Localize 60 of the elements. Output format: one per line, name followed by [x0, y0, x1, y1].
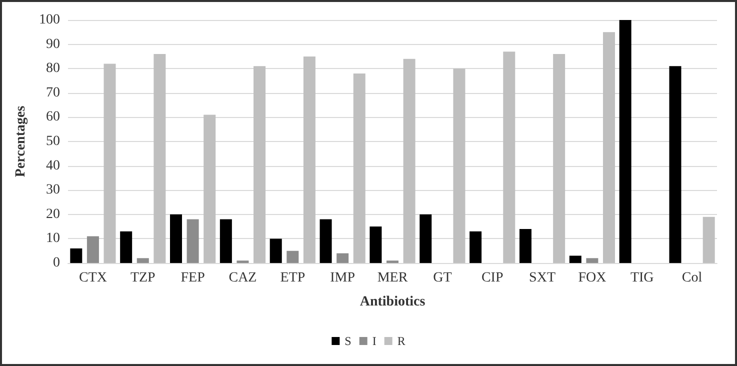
- y-tick-label: 50: [46, 134, 60, 149]
- legend-label: S: [344, 334, 352, 348]
- y-axis-title: Percentages: [14, 105, 29, 178]
- bar: [220, 219, 232, 263]
- bar: [453, 68, 466, 263]
- x-tick-label: Col: [682, 270, 702, 286]
- y-tick-label: 40: [46, 158, 60, 174]
- bar: [553, 54, 566, 263]
- bar: [569, 256, 582, 263]
- y-tick-label: 60: [46, 110, 60, 125]
- bar: [503, 52, 516, 263]
- bar: [586, 258, 598, 263]
- x-tick-label: CTX: [78, 270, 107, 286]
- x-tick-label: SXT: [529, 270, 556, 286]
- x-tick-label: TIG: [630, 270, 654, 286]
- x-tick-label: MER: [377, 270, 408, 286]
- bar: [303, 56, 316, 263]
- bar: [204, 114, 216, 263]
- y-tick-label: 10: [46, 231, 60, 246]
- bar: [370, 226, 382, 263]
- bar: [702, 216, 715, 263]
- bar: [320, 219, 332, 263]
- bar: [353, 73, 366, 263]
- bar: [286, 250, 299, 263]
- x-tick-label: CAZ: [228, 270, 257, 286]
- bar: [254, 66, 266, 263]
- bar: [170, 214, 182, 263]
- x-tick-label: FEP: [180, 270, 206, 286]
- x-tick-label: FOX: [578, 270, 606, 286]
- bar: [104, 64, 116, 263]
- bar: [519, 228, 532, 263]
- x-axis-title: Antibiotics: [360, 294, 426, 310]
- bar: [619, 20, 632, 263]
- y-tick-label: 20: [46, 206, 60, 222]
- y-tick-label: 0: [53, 256, 60, 270]
- bar: [602, 32, 615, 263]
- bar: [336, 253, 349, 263]
- bar: [669, 66, 682, 263]
- x-tick-label: GT: [433, 270, 452, 286]
- y-tick-label: 80: [46, 61, 60, 76]
- bar: [470, 231, 482, 263]
- bar: [420, 214, 432, 263]
- x-tick-label: IMP: [330, 270, 356, 286]
- x-tick-label: TZP: [130, 270, 156, 286]
- bar: [270, 238, 282, 263]
- x-tick-label: CIP: [481, 270, 504, 286]
- bar: [186, 219, 199, 263]
- bar: [86, 236, 99, 263]
- bar: [136, 258, 149, 263]
- bar: [403, 58, 416, 263]
- y-tick-label: 30: [46, 182, 60, 198]
- legend-label: R: [397, 334, 406, 348]
- bar: [154, 54, 166, 263]
- y-tick-label: 90: [46, 36, 60, 52]
- y-tick-label: 70: [46, 85, 60, 100]
- y-tick-label: 100: [39, 12, 60, 28]
- x-tick-label: ETP: [280, 270, 306, 286]
- legend-label: I: [372, 334, 376, 348]
- bar: [120, 231, 132, 263]
- bar: [70, 248, 82, 263]
